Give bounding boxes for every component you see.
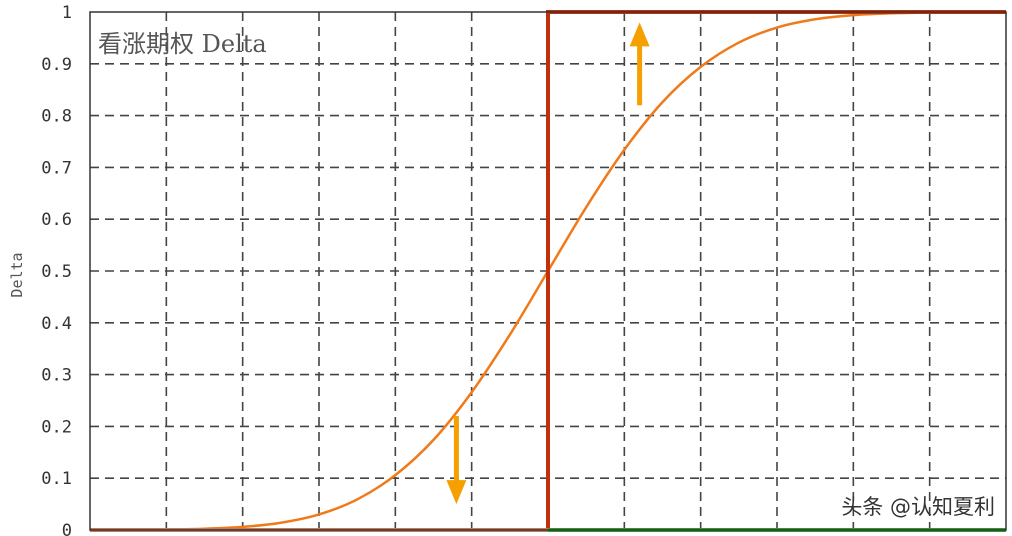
y-tick-label: 0.8 bbox=[41, 107, 72, 127]
y-tick-label: 0.4 bbox=[41, 314, 72, 334]
watermark: 头条 @认知夏利 bbox=[841, 495, 995, 519]
arrow-head bbox=[629, 22, 650, 47]
arrow-head bbox=[446, 480, 467, 505]
y-tick-labels: 0 0.1 0.2 0.3 0.4 0.5 0.6 0.7 0.8 0.9 1 bbox=[41, 3, 72, 536]
y-tick-label: 0.3 bbox=[41, 366, 72, 386]
y-tick-label: 0.1 bbox=[41, 469, 72, 489]
y-tick-label: 0.6 bbox=[41, 210, 72, 230]
arrow-annotations bbox=[446, 22, 650, 505]
y-tick-label: 0.2 bbox=[41, 417, 72, 437]
y-tick-label: 0.7 bbox=[41, 158, 72, 178]
y-axis-label: Delta bbox=[8, 252, 26, 297]
y-tick-label: 0 bbox=[62, 521, 72, 536]
chart-title: 看涨期权 Delta bbox=[98, 30, 267, 58]
arrow-down-icon bbox=[446, 416, 467, 505]
arrow-up-icon bbox=[629, 22, 650, 106]
y-tick-label: 1 bbox=[62, 3, 72, 23]
plot-frame bbox=[89, 11, 1007, 531]
y-tick-label: 0.5 bbox=[41, 262, 72, 282]
y-tick-label: 0.9 bbox=[41, 55, 72, 75]
